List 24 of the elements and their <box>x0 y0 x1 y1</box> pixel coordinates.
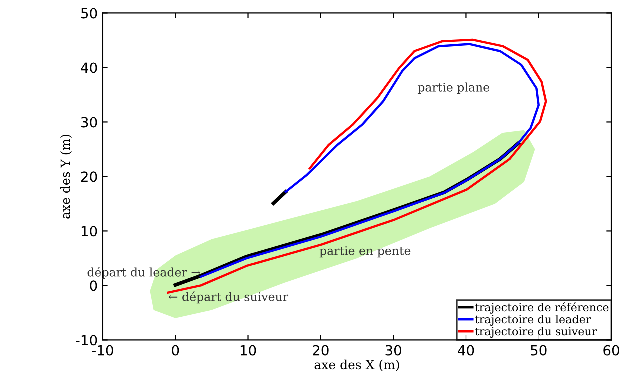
x-tick-label: 40 <box>458 345 474 356</box>
legend-label: trajectoire de référence <box>475 302 609 314</box>
y-tick-label: 20 <box>81 172 98 182</box>
annotation: partie en pente <box>320 246 411 258</box>
annotation: ← départ du suiveur <box>168 292 289 304</box>
x-tick-label: 10 <box>240 345 256 356</box>
line-series <box>200 43 540 278</box>
y-tick-label: 10 <box>82 226 98 237</box>
annotation: partie plane <box>418 82 490 94</box>
y-tick-label: 0 <box>90 280 98 292</box>
y-axis-title: axe des Y (m) <box>60 134 72 219</box>
y-tick-label: 30 <box>81 117 98 128</box>
y-tick-label: 40 <box>81 62 98 74</box>
x-tick-label: 60 <box>604 345 620 356</box>
legend-label: trajectoire du suiveur <box>475 327 598 338</box>
x-tick-label: -10 <box>92 345 114 356</box>
x-tick-label: 50 <box>531 345 547 356</box>
y-tick-label: -10 <box>76 335 98 346</box>
y-tick-label: 50 <box>81 8 98 19</box>
x-axis-title: axe des X (m) <box>314 360 400 372</box>
legend-label: trajectoire du leader <box>475 315 592 326</box>
x-tick-label: 20 <box>313 345 329 356</box>
x-tick-label: 0 <box>172 345 180 356</box>
x-tick-label: 30 <box>386 345 402 356</box>
